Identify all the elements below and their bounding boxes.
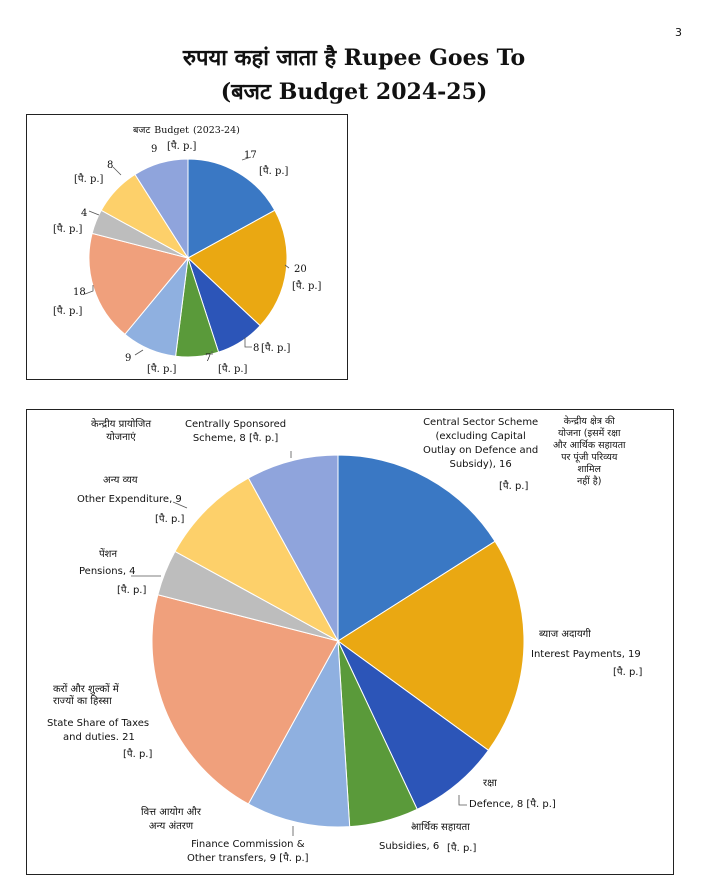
small-leader-line xyxy=(244,337,252,348)
main-pie-slice-4 xyxy=(247,639,351,828)
page-title-line2: (बजट Budget 2024-25) xyxy=(220,79,488,105)
label-interest-en: Interest Payments, 19 xyxy=(531,649,641,660)
small-label-unit: [पै. p.] xyxy=(218,364,248,375)
small-label-unit: [पै. p.] xyxy=(292,281,322,292)
small-label-unit: [पै. p.] xyxy=(53,224,83,235)
label-interest-hi: ब्याज अदायगी xyxy=(539,629,591,640)
small-label-value: 7 xyxy=(205,353,212,364)
small-label-unit: [पै. p.] xyxy=(53,306,83,317)
label-other-en: Other Expenditure, 9 xyxy=(77,494,182,505)
main-leader-line xyxy=(172,501,188,509)
small-label-unit: [पै. p.] xyxy=(147,364,177,375)
small-label-value: 8 xyxy=(107,160,114,171)
small-label-unit: [पै. p.] xyxy=(74,174,104,185)
small-leader-line xyxy=(112,166,122,176)
main-pie-slice-1 xyxy=(337,540,525,752)
label-defence-hi: रक्षा xyxy=(483,778,497,789)
label-unit: [पै. p.] xyxy=(123,749,153,760)
label-subsidies-hi: आर्थिक सहायता xyxy=(411,822,470,833)
small-label-value: 17 xyxy=(244,150,257,161)
small-label-unit: [पै. p.] xyxy=(167,141,197,152)
small-label-unit: [पै. p.] xyxy=(261,343,291,354)
small-label-value: 20 xyxy=(294,264,307,275)
label-central-sector-hi: केन्द्रीय क्षेत्र की योजना (इसमें रक्षा … xyxy=(553,416,626,487)
small-leader-line xyxy=(241,156,252,161)
small-pie-slice-5 xyxy=(88,232,189,335)
page-title-line1: रुपया कहां जाता है Rupee Goes To xyxy=(182,45,526,71)
small-label-value: 8 xyxy=(253,343,260,354)
label-unit: [पै. p.] xyxy=(117,585,147,596)
small-pie-chart xyxy=(84,156,290,358)
small-pie-slice-0 xyxy=(187,158,276,259)
label-subsidies-en: Subsidies, 6 xyxy=(379,841,440,852)
label-state-share-en: State Share of Taxes and duties. 21 xyxy=(47,718,150,743)
main-pie-chart xyxy=(131,451,525,836)
main-pie-slice-7 xyxy=(174,477,340,643)
small-label-value: 9 xyxy=(151,144,158,155)
small-leader-line xyxy=(134,349,144,356)
small-pie-title: बजट Budget (2023-24) xyxy=(133,125,240,136)
label-unit: [पै. p.] xyxy=(447,843,477,854)
label-other-hi: अन्य व्यय xyxy=(103,475,138,486)
main-pie-slice-8 xyxy=(247,454,339,642)
label-unit: [पै. p.] xyxy=(499,481,529,492)
page-number: 3 xyxy=(675,26,682,39)
small-label-value: 9 xyxy=(125,353,132,364)
small-label-value: 18 xyxy=(73,287,86,298)
label-finance-hi: वित्त आयोग और अन्य अंतरण xyxy=(141,807,201,832)
small-pie-slice-1 xyxy=(187,209,288,327)
label-pensions-en: Pensions, 4 xyxy=(79,566,136,577)
label-unit: [पै. p.] xyxy=(155,514,185,525)
small-leader-line xyxy=(88,210,100,216)
main-leader-line xyxy=(458,795,467,806)
small-pie-panel: बजट Budget (2023-24) 17 [पै. p.] 20 [पै. p… xyxy=(26,114,348,380)
label-pensions-hi: पेंशन xyxy=(99,549,118,560)
small-label-unit: [पै. p.] xyxy=(259,166,289,177)
label-centrally-sponsored-hi: केन्द्रीय प्रायोजित योजनाएं xyxy=(91,419,152,443)
label-state-share-hi: करों और शुल्कों में राज्यों का हिस्सा xyxy=(53,684,119,707)
main-pie-panel: Central Sector Scheme (excluding Capital… xyxy=(26,409,674,875)
label-finance-en: Finance Commission & Other transfers, 9 … xyxy=(187,839,309,864)
small-pie-slice-8 xyxy=(134,158,189,260)
main-pie-slice-2 xyxy=(337,640,490,810)
small-leader-line xyxy=(284,264,290,269)
label-unit: [पै. p.] xyxy=(613,667,643,678)
small-leader-line xyxy=(84,285,94,295)
label-central-sector-en: Central Sector Scheme (excluding Capital… xyxy=(423,417,539,470)
label-centrally-sponsored-en: Centrally Sponsored Scheme, 8 [पै. p.] xyxy=(185,419,287,444)
label-defence-en: Defence, 8 [पै. p.] xyxy=(469,799,556,810)
main-pie-slice-5 xyxy=(151,594,339,805)
main-pie-slice-0 xyxy=(337,454,496,642)
small-label-value: 4 xyxy=(81,208,88,219)
